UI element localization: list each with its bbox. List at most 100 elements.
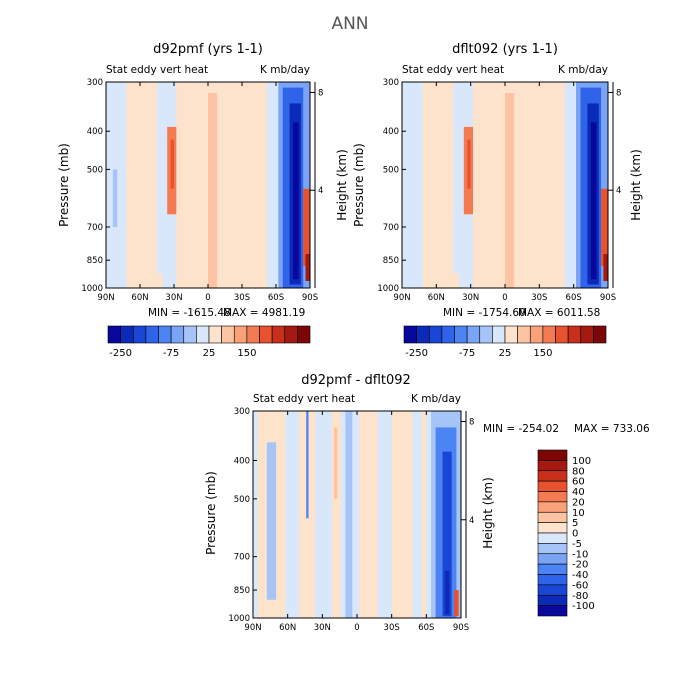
colorbar-swatch xyxy=(593,325,607,344)
field-region xyxy=(603,254,608,281)
colorbar-swatch xyxy=(416,325,430,344)
y2-axis-ticks: 84 xyxy=(461,411,474,618)
y2-tick-label: 4 xyxy=(318,186,323,196)
panel-right-label: K mb/day xyxy=(558,64,608,76)
colorbar-label: 10 xyxy=(572,508,585,519)
colorbar-label: 20 xyxy=(572,497,585,508)
panel-difference: d92pmf - dflt092 Stat eddy vert heat K m… xyxy=(204,373,650,633)
plot-field xyxy=(106,82,310,288)
figure-title: ANN xyxy=(331,14,368,34)
x-axis-ticks: 90N 60N 30N 0 30S 60S 90S xyxy=(393,82,616,303)
field-region xyxy=(140,273,163,288)
colorbar-label: -40 xyxy=(572,570,588,581)
colorbar-swatch xyxy=(428,325,443,344)
colorbar-label: -75 xyxy=(459,348,475,359)
field-region xyxy=(333,427,338,499)
colorbar-label: 150 xyxy=(533,348,552,359)
y-tick-label: 1000 xyxy=(377,284,399,294)
colorbar-swatch xyxy=(537,594,568,606)
colorbar-swatch xyxy=(537,460,568,472)
y2-tick-label: 4 xyxy=(469,516,474,526)
field-region xyxy=(303,188,310,267)
y-tick-label: 1000 xyxy=(228,614,250,624)
max-label: MAX = 4981.19 xyxy=(223,307,305,319)
x-tick-label: 60N xyxy=(428,293,445,303)
x-tick-label: 60S xyxy=(566,293,582,303)
colorbar-swatch xyxy=(537,470,568,482)
colorbar-label: -100 xyxy=(572,601,595,612)
colorbar-swatch xyxy=(132,325,147,344)
plot-field xyxy=(402,82,608,288)
colorbar-swatch xyxy=(145,325,159,344)
panel-left-label: Stat eddy vert heat xyxy=(402,64,504,76)
y-tick-label: 400 xyxy=(87,127,103,137)
y-tick-label: 1000 xyxy=(81,284,103,294)
x-tick-label: 90N xyxy=(97,293,114,303)
max-label: MAX = 6011.58 xyxy=(518,307,600,319)
colorbar-swatch xyxy=(221,325,235,344)
colorbar-label: -250 xyxy=(109,348,132,359)
field-region xyxy=(176,82,267,288)
colorbar-swatch xyxy=(504,325,518,344)
y2-tick-label: 8 xyxy=(616,88,621,98)
y-tick-label: 850 xyxy=(87,256,103,266)
x-tick-label: 0 xyxy=(354,623,359,633)
field-region xyxy=(444,570,450,615)
y-axis-ticks: 300 400 500 700 850 1000 xyxy=(377,78,406,294)
colorbar-label: -5 xyxy=(572,539,582,550)
field-region xyxy=(590,122,597,280)
field-background xyxy=(253,411,461,618)
panel-d92pmf: d92pmf (yrs 1-1) Stat eddy vert heat K m… xyxy=(57,42,349,359)
colorbar-swatch xyxy=(170,325,185,344)
field-region xyxy=(436,273,460,288)
field-region xyxy=(422,82,454,288)
colorbar-label: -10 xyxy=(572,549,588,560)
y-tick-label: 850 xyxy=(383,256,399,266)
y-tick-label: 400 xyxy=(234,456,250,466)
colorbar-swatch xyxy=(183,325,197,344)
colorbar-swatch xyxy=(537,563,568,575)
colorbar-label: 60 xyxy=(572,477,585,488)
colorbar-swatch xyxy=(158,325,172,344)
y-axis-ticks: 300 400 500 700 850 1000 xyxy=(81,78,110,294)
y-tick-label: 500 xyxy=(383,165,399,175)
colorbar-swatch xyxy=(454,325,468,344)
y2-tick-label: 4 xyxy=(616,186,621,196)
x-tick-label: 60N xyxy=(279,623,296,633)
field-region xyxy=(305,254,310,281)
colorbar-swatch xyxy=(259,325,273,344)
field-region xyxy=(345,411,353,618)
x-axis-ticks: 90N 60N 30N 0 30S 60S 90S xyxy=(97,82,318,303)
field-region xyxy=(421,411,427,618)
y-axis-ticks: 300 400 500 700 850 1000 xyxy=(228,407,257,624)
field-region xyxy=(331,411,341,618)
colorbar-swatch xyxy=(284,325,298,344)
colorbar-swatch xyxy=(466,325,481,344)
x-tick-label: 60N xyxy=(131,293,148,303)
panel-right-label: K mb/day xyxy=(260,64,310,76)
field-region xyxy=(266,442,277,600)
colorbar-swatch xyxy=(537,532,568,544)
colorbar-label: -250 xyxy=(405,348,428,359)
y-tick-label: 400 xyxy=(383,127,399,137)
y-tick-label: 850 xyxy=(234,586,250,596)
x-tick-label: 30N xyxy=(462,293,479,303)
panel-left-label: Stat eddy vert heat xyxy=(106,64,208,76)
x-tick-label: 0 xyxy=(205,293,210,303)
x-tick-label: 30S xyxy=(531,293,547,303)
colorbar-swatch xyxy=(271,325,286,344)
y-tick-label: 500 xyxy=(234,495,250,505)
panel-left-label: Stat eddy vert heat xyxy=(253,393,355,405)
colorbar-swatch xyxy=(580,325,594,344)
colorbar-swatch xyxy=(479,325,493,344)
x-tick-label: 30S xyxy=(234,293,250,303)
y2-axis-label: Height (km) xyxy=(481,477,495,548)
panel-dflt092: dflt092 (yrs 1-1) Stat eddy vert heat K … xyxy=(352,42,643,359)
colorbar-swatch xyxy=(492,325,506,344)
y2-axis-label: Height (km) xyxy=(629,149,643,220)
panel-title: d92pmf (yrs 1-1) xyxy=(153,42,263,57)
field-region xyxy=(442,451,452,617)
min-label: MIN = -1754.60 xyxy=(443,307,526,319)
colorbar-swatch xyxy=(537,553,568,565)
colorbar-swatch xyxy=(537,543,568,555)
